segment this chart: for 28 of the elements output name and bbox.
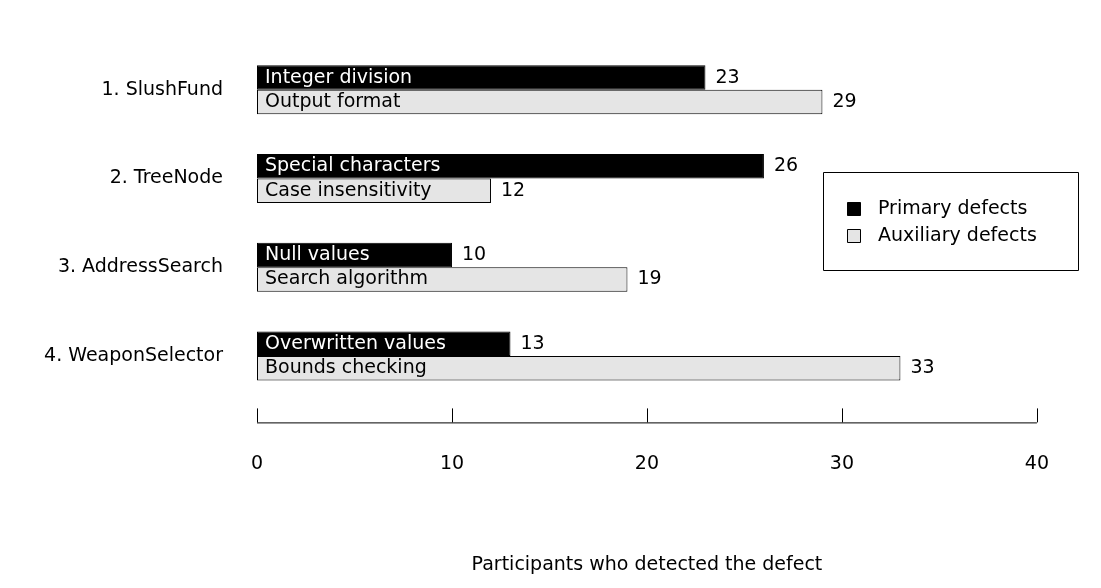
annotation: Integer division <box>265 64 413 87</box>
annotation: Search algorithm <box>265 266 429 289</box>
x-tick-label: 10 <box>439 450 465 473</box>
data-label: 33 <box>910 355 935 378</box>
data-label: 19 <box>637 266 662 289</box>
annotation: Output format <box>265 88 401 111</box>
annotation: Null values <box>265 242 370 265</box>
x-axis-title: Participants who detected the defect <box>471 551 823 574</box>
annotation: Case insensitivity <box>265 177 432 200</box>
x-tick-label: 20 <box>634 450 660 473</box>
y-tick-label: 3. AddressSearch <box>57 254 223 277</box>
y-tick-label: 4. WeaponSelector <box>44 342 224 365</box>
data-label: 13 <box>520 330 545 353</box>
x-tick-label: 40 <box>1024 450 1050 473</box>
x-tick-label: 0 <box>250 450 264 473</box>
annotation: Bounds checking <box>265 355 427 378</box>
y-tick-label: 2. TreeNode <box>109 165 223 188</box>
data-label: 23 <box>715 64 740 87</box>
x-tick-label: 30 <box>829 450 855 473</box>
legend-label: Auxiliary defects <box>878 222 1037 245</box>
data-label: 29 <box>832 88 857 111</box>
annotation: Overwritten values <box>265 330 446 353</box>
annotation: Special characters <box>265 153 441 176</box>
data-label: 26 <box>773 153 799 176</box>
y-tick-label: 1. SlushFund <box>101 76 223 99</box>
legend-label: Primary defects <box>878 195 1028 218</box>
data-label: 12 <box>500 177 526 200</box>
data-label: 10 <box>461 242 487 265</box>
